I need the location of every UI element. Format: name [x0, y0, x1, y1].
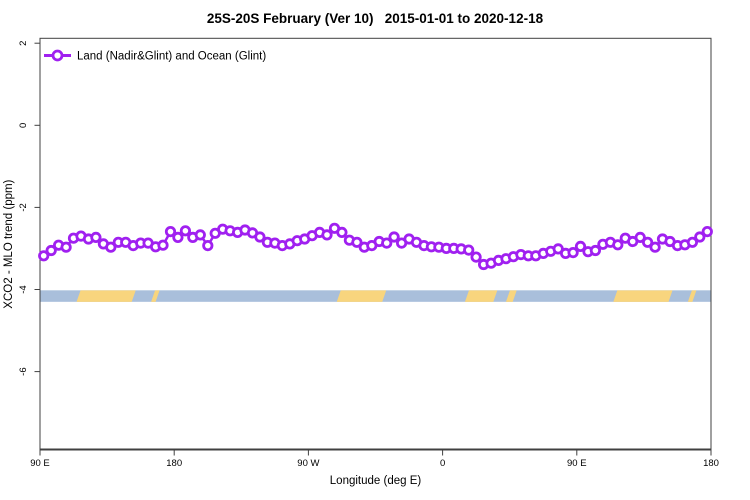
data-point-marker	[336, 226, 348, 238]
data-point-marker	[60, 241, 72, 253]
land-segment	[687, 290, 697, 302]
y-tick-label: -6	[18, 367, 29, 375]
data-point-marker	[686, 236, 699, 248]
land-segment	[151, 290, 160, 302]
land-segment	[464, 290, 498, 302]
data-point-marker	[172, 231, 184, 243]
data-point-marker	[351, 236, 363, 248]
y-tick-label: 2	[18, 41, 29, 46]
data-point-marker	[634, 231, 646, 243]
x-tick-label: 180	[703, 458, 719, 469]
data-point-marker	[694, 231, 706, 243]
data-point-marker	[254, 231, 266, 243]
x-tick-label: 0	[440, 458, 445, 469]
data-point-marker	[157, 239, 169, 251]
data-point-marker	[179, 225, 191, 237]
y-axis-title: XCO2 - MLO trend (ppm)	[3, 179, 15, 308]
data-point-marker	[164, 226, 177, 238]
x-axis-title: Longitude (deg E)	[330, 475, 422, 487]
x-tick-label: 90 W	[297, 458, 319, 469]
data-point-marker	[574, 240, 587, 252]
legend-marker-sample	[51, 49, 64, 62]
chart-title: 25S-20S February (Ver 10) 2015-01-01 to …	[206, 11, 544, 26]
data-point-marker	[381, 237, 393, 249]
y-tick-label: -4	[18, 285, 29, 293]
data-point-marker	[105, 241, 117, 253]
data-point-marker	[649, 241, 661, 253]
data-point-marker	[612, 239, 624, 251]
data-point-marker	[463, 244, 475, 256]
land-segment	[76, 290, 136, 302]
data-point-marker	[90, 231, 102, 243]
y-tick-label: 0	[18, 123, 29, 128]
data-point-marker	[194, 229, 206, 241]
land-segment	[613, 290, 673, 302]
data-point-marker	[202, 240, 214, 252]
y-tick-label: -2	[18, 203, 29, 211]
data-point-marker	[45, 244, 57, 257]
data-point-marker	[567, 247, 579, 259]
x-tick-label: 90 E	[30, 458, 50, 469]
data-point-marker	[321, 229, 333, 241]
data-point-marker	[641, 236, 654, 248]
x-tick-label: 180	[166, 458, 182, 469]
land-segment	[336, 290, 387, 302]
data-point-marker	[701, 226, 713, 238]
data-point-marker	[470, 251, 482, 263]
data-point-marker	[388, 231, 400, 243]
data-point-marker	[38, 250, 50, 262]
land-segment	[505, 290, 517, 302]
data-point-marker	[589, 244, 602, 257]
legend-label: Land (Nadir&Glint) and Ocean (Glint)	[77, 51, 266, 63]
x-tick-label: 90 E	[567, 458, 587, 469]
